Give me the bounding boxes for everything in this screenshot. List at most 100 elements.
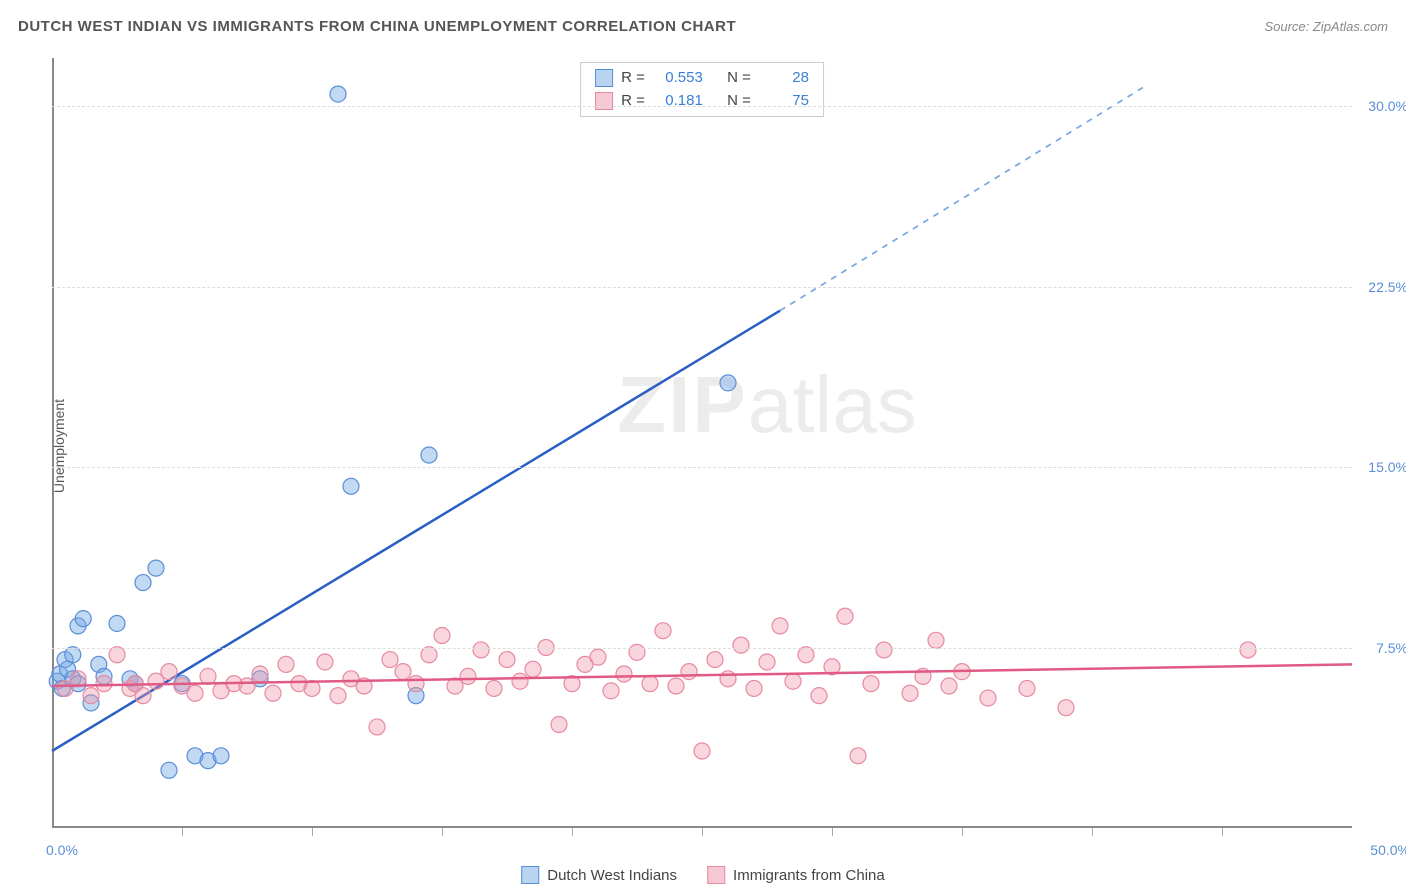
legend-item-2: Immigrants from China (707, 866, 885, 884)
data-point (837, 608, 853, 624)
data-point (928, 632, 944, 648)
r-value-2: 0.181 (653, 90, 703, 113)
data-point (655, 623, 671, 639)
data-point (369, 719, 385, 735)
data-point (421, 447, 437, 463)
stats-box: R = 0.553 N = 28 R = 0.181 N = 75 (580, 62, 824, 117)
data-point (850, 748, 866, 764)
data-point (694, 743, 710, 759)
n-value-1: 28 (759, 67, 809, 90)
data-point (135, 688, 151, 704)
source-attribution: Source: ZipAtlas.com (1264, 19, 1388, 34)
data-point (109, 615, 125, 631)
scatter-plot-svg (52, 58, 1352, 828)
data-point (720, 375, 736, 391)
grid-line (52, 287, 1352, 288)
chart-title: DUTCH WEST INDIAN VS IMMIGRANTS FROM CHI… (18, 18, 736, 35)
x-min-label: 0.0% (46, 842, 78, 858)
data-point (590, 649, 606, 665)
trend-line-dashed (780, 87, 1144, 311)
data-point (863, 676, 879, 692)
data-point (148, 560, 164, 576)
chart-area: ZIPatlas R = 0.553 N = 28 R = 0.181 N = … (52, 58, 1352, 828)
grid-line (52, 648, 1352, 649)
data-point (161, 664, 177, 680)
legend-swatch-pink (707, 866, 725, 884)
data-point (785, 673, 801, 689)
n-value-2: 75 (759, 90, 809, 113)
data-point (772, 618, 788, 634)
data-point (83, 688, 99, 704)
data-point (408, 676, 424, 692)
y-tick-label: 15.0% (1368, 459, 1406, 475)
stats-row-1: R = 0.553 N = 28 (595, 67, 809, 90)
data-point (421, 647, 437, 663)
data-point (213, 748, 229, 764)
header: DUTCH WEST INDIAN VS IMMIGRANTS FROM CHI… (18, 18, 1388, 35)
data-point (733, 637, 749, 653)
data-point (512, 673, 528, 689)
data-point (980, 690, 996, 706)
data-point (941, 678, 957, 694)
data-point (278, 656, 294, 672)
data-point (135, 575, 151, 591)
data-point (343, 478, 359, 494)
data-point (525, 661, 541, 677)
data-point (759, 654, 775, 670)
data-point (382, 652, 398, 668)
x-tick (832, 828, 833, 836)
legend-label-1: Dutch West Indians (547, 867, 677, 884)
x-tick (702, 828, 703, 836)
data-point (668, 678, 684, 694)
data-point (239, 678, 255, 694)
data-point (317, 654, 333, 670)
data-point (486, 680, 502, 696)
x-tick (182, 828, 183, 836)
x-tick (442, 828, 443, 836)
data-point (681, 664, 697, 680)
legend: Dutch West Indians Immigrants from China (521, 866, 885, 884)
data-point (603, 683, 619, 699)
data-point (707, 652, 723, 668)
r-value-1: 0.553 (653, 67, 703, 90)
data-point (109, 647, 125, 663)
data-point (252, 666, 268, 682)
legend-swatch-blue (521, 866, 539, 884)
x-tick (1092, 828, 1093, 836)
data-point (1240, 642, 1256, 658)
y-tick-label: 22.5% (1368, 279, 1406, 295)
data-point (811, 688, 827, 704)
data-point (1058, 700, 1074, 716)
y-tick-label: 7.5% (1376, 640, 1406, 656)
data-point (746, 680, 762, 696)
legend-item-1: Dutch West Indians (521, 866, 677, 884)
data-point (720, 671, 736, 687)
data-point (616, 666, 632, 682)
data-point (187, 685, 203, 701)
grid-line (52, 467, 1352, 468)
stats-row-2: R = 0.181 N = 75 (595, 90, 809, 113)
data-point (499, 652, 515, 668)
data-point (265, 685, 281, 701)
x-tick (962, 828, 963, 836)
data-point (876, 642, 892, 658)
x-tick (312, 828, 313, 836)
trend-line (52, 664, 1352, 686)
swatch-blue (595, 69, 613, 87)
data-point (96, 676, 112, 692)
y-tick-label: 30.0% (1368, 98, 1406, 114)
x-tick (1222, 828, 1223, 836)
data-point (551, 717, 567, 733)
data-point (460, 668, 476, 684)
data-point (798, 647, 814, 663)
grid-line (52, 106, 1352, 107)
data-point (642, 676, 658, 692)
data-point (75, 611, 91, 627)
data-point (473, 642, 489, 658)
x-tick (572, 828, 573, 836)
data-point (330, 688, 346, 704)
data-point (434, 628, 450, 644)
x-max-label: 50.0% (1370, 842, 1406, 858)
data-point (65, 647, 81, 663)
data-point (161, 762, 177, 778)
